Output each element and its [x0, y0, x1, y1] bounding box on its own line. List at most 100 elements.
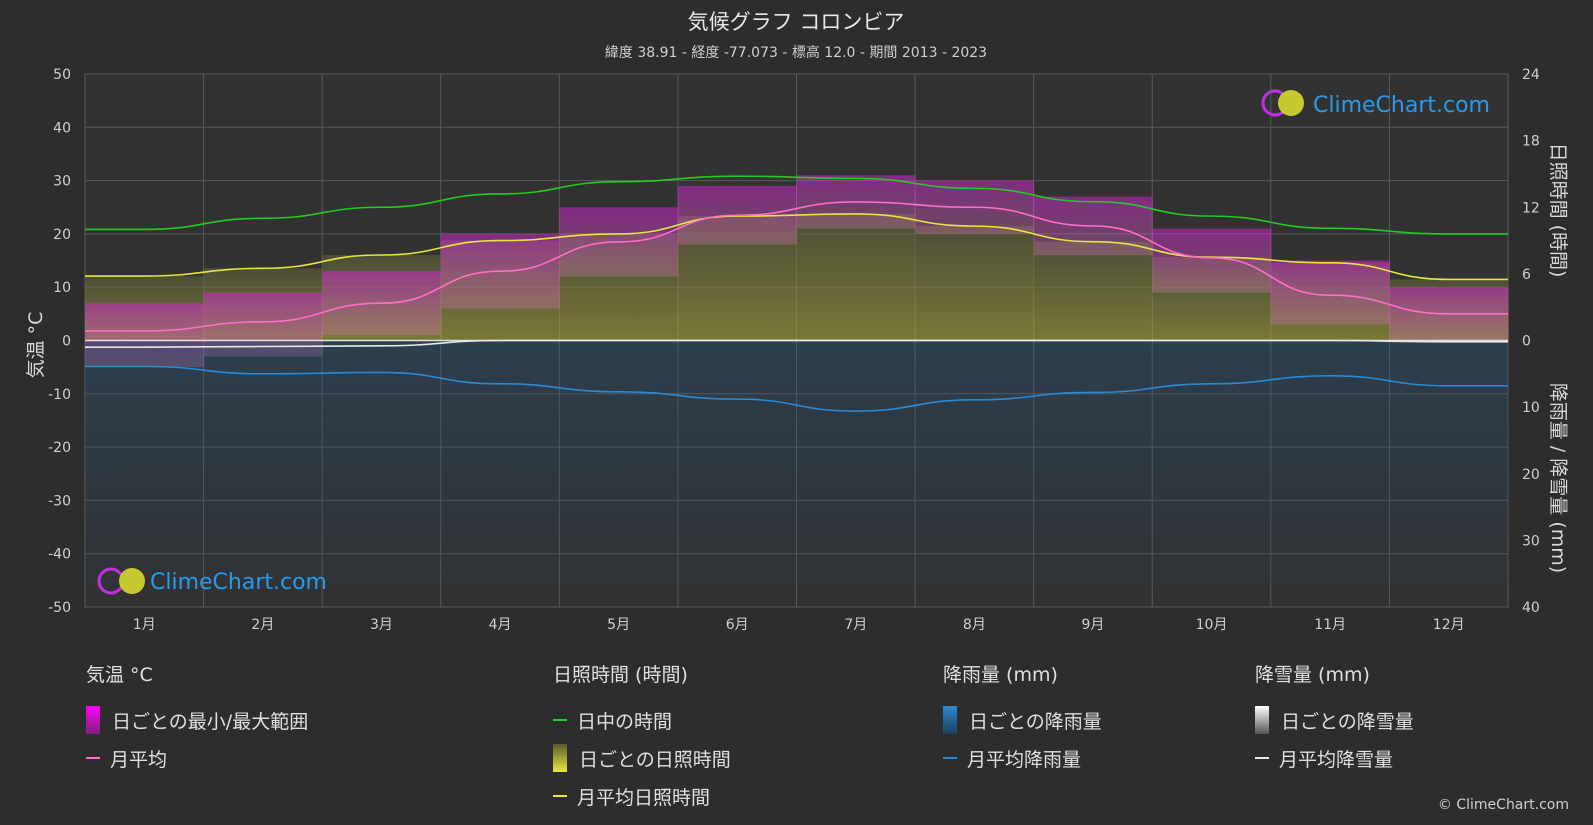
- daily-rain-bar: [559, 340, 679, 586]
- legend-snow: 降雪量 (mm) 日ごとの降雪量 月平均降雪量: [1255, 660, 1414, 777]
- daily-rain-bar: [1270, 340, 1390, 586]
- daily-sun-bar: [915, 226, 1035, 341]
- right-tick-label-sun: 12: [1522, 200, 1540, 216]
- month-label: 10月: [1196, 617, 1228, 633]
- right-tick-label-rain: 30: [1522, 533, 1540, 549]
- daily-sun-swatch: [553, 744, 567, 772]
- legend-sun-daily: 日ごとの日照時間: [553, 739, 731, 777]
- legend-sunshine: 日照時間 (時間) 日中の時間 日ごとの日照時間 月平均日照時間: [553, 660, 731, 815]
- series-line: [85, 175, 1508, 235]
- snow-avg-swatch: [1255, 757, 1269, 759]
- legend-snow-avg-label: 月平均降雪量: [1279, 748, 1394, 771]
- legend-temp-avg: 月平均: [86, 739, 308, 777]
- daily-rain-bar: [677, 340, 797, 586]
- rain-avg-swatch: [943, 757, 957, 759]
- temp-range-swatch: [86, 706, 100, 734]
- left-tick-label: 40: [53, 120, 71, 136]
- watermark-top-text: ClimeChart.com: [1313, 93, 1490, 118]
- right-tick-label-rain: 20: [1522, 467, 1540, 483]
- watermark-top: ClimeChart.com: [1261, 89, 1490, 118]
- series-line: [85, 201, 1508, 332]
- left-tick-label: 30: [53, 174, 71, 190]
- legend-sun-avg-label: 月平均日照時間: [577, 786, 711, 809]
- copyright: © ClimeChart.com: [1437, 797, 1569, 813]
- daily-rain-bar: [440, 340, 560, 586]
- daily-rain-bar: [1389, 340, 1509, 586]
- month-label: 6月: [726, 617, 749, 633]
- month-label: 2月: [251, 617, 274, 633]
- legend-temp-heading: 気温 °C: [86, 664, 153, 686]
- month-label: 4月: [489, 617, 512, 633]
- series-line: [85, 213, 1508, 281]
- right-tick-label-sun: 0: [1522, 334, 1531, 350]
- legend-temp-range: 日ごとの最小/最大範囲: [86, 701, 308, 739]
- right-tick-label-sun: 6: [1522, 267, 1531, 283]
- left-tick-label: -10: [48, 387, 71, 403]
- legend-temp-avg-label: 月平均: [110, 748, 168, 771]
- daily-rain-bar: [915, 340, 1035, 586]
- left-tick-label: -50: [48, 600, 71, 616]
- right-axis-top-label: 日照時間 (時間): [1547, 143, 1569, 278]
- legend-temp-range-label: 日ごとの最小/最大範囲: [112, 710, 309, 733]
- legend-snow-avg: 月平均降雪量: [1255, 739, 1414, 777]
- month-label: 11月: [1314, 617, 1346, 633]
- climate-chart: 気候グラフ コロンビア 緯度 38.91 - 経度 -77.073 - 標高 1…: [25, 10, 1569, 633]
- chart-title: 気候グラフ コロンビア: [688, 10, 905, 34]
- daily-rain-bar: [85, 340, 205, 586]
- left-tick-label: 0: [62, 334, 71, 350]
- chart-subtitle: 緯度 38.91 - 経度 -77.073 - 標高 12.0 - 期間 201…: [605, 44, 987, 61]
- left-tick-label: 20: [53, 227, 71, 243]
- temp-range-bar: [1270, 260, 1390, 325]
- daily-rain-bar: [1033, 340, 1153, 586]
- legend-snow-heading: 降雪量 (mm): [1255, 664, 1370, 686]
- daily-rain-bar: [322, 340, 442, 586]
- legend-rain-heading: 降雨量 (mm): [943, 664, 1058, 686]
- daily-rain-bar: [203, 340, 323, 586]
- legend-sun-heading: 日照時間 (時間): [553, 664, 688, 686]
- temp-avg-swatch: [86, 757, 100, 759]
- daily-rain-swatch: [943, 706, 957, 734]
- legend-sun-daylight: 日中の時間: [553, 701, 731, 739]
- right-tick-label-sun: 24: [1522, 67, 1540, 83]
- legend-rain-avg: 月平均降雨量: [943, 739, 1102, 777]
- right-axis-bottom-label: 降雨量 / 降雪量 (mm): [1547, 383, 1569, 573]
- series-line: [85, 365, 1508, 412]
- legend-rain-daily: 日ごとの降雨量: [943, 701, 1102, 739]
- right-tick-label-rain: 10: [1522, 400, 1540, 416]
- daily-snow-swatch: [1255, 706, 1269, 734]
- month-label: 7月: [844, 617, 867, 633]
- daylight-swatch: [553, 719, 567, 721]
- left-tick-label: -20: [48, 440, 71, 456]
- month-label: 1月: [133, 617, 156, 633]
- legend-sun-avg: 月平均日照時間: [553, 777, 731, 815]
- legend-rain-daily-label: 日ごとの降雨量: [969, 710, 1102, 733]
- daily-sun-bar: [796, 213, 916, 341]
- legend-rain: 降雨量 (mm) 日ごとの降雨量 月平均降雨量: [943, 660, 1102, 777]
- legend-sun-daylight-label: 日中の時間: [577, 710, 673, 733]
- left-axis-label: 気温 °C: [25, 312, 47, 379]
- month-label: 3月: [370, 617, 393, 633]
- sun-avg-swatch: [553, 795, 567, 797]
- daily-rain-bar: [1152, 340, 1272, 586]
- month-label: 8月: [963, 617, 986, 633]
- month-label: 5月: [607, 617, 630, 633]
- left-tick-label: -30: [48, 493, 71, 509]
- watermark-bottom: ClimeChart.com: [97, 567, 327, 595]
- daily-sun-bar: [1033, 241, 1153, 341]
- daily-rain-bar: [796, 340, 916, 586]
- right-tick-label-rain: 40: [1522, 600, 1540, 616]
- legend-snow-daily-label: 日ごとの降雪量: [1281, 710, 1414, 733]
- legend-temperature: 気温 °C 日ごとの最小/最大範囲 月平均: [86, 660, 308, 777]
- month-label: 9月: [1081, 617, 1104, 633]
- temp-range-bar: [1152, 228, 1272, 293]
- legend-sun-daily-label: 日ごとの日照時間: [579, 748, 731, 771]
- left-tick-label: 50: [53, 67, 71, 83]
- month-label: 12月: [1433, 617, 1465, 633]
- left-tick-label: -40: [48, 547, 71, 563]
- right-tick-label-sun: 18: [1522, 134, 1540, 150]
- left-tick-label: 10: [53, 280, 71, 296]
- watermark-bottom-text: ClimeChart.com: [150, 570, 327, 595]
- series-line: [85, 339, 1508, 348]
- legend-snow-daily: 日ごとの降雪量: [1255, 701, 1414, 739]
- legend-rain-avg-label: 月平均降雨量: [967, 748, 1082, 771]
